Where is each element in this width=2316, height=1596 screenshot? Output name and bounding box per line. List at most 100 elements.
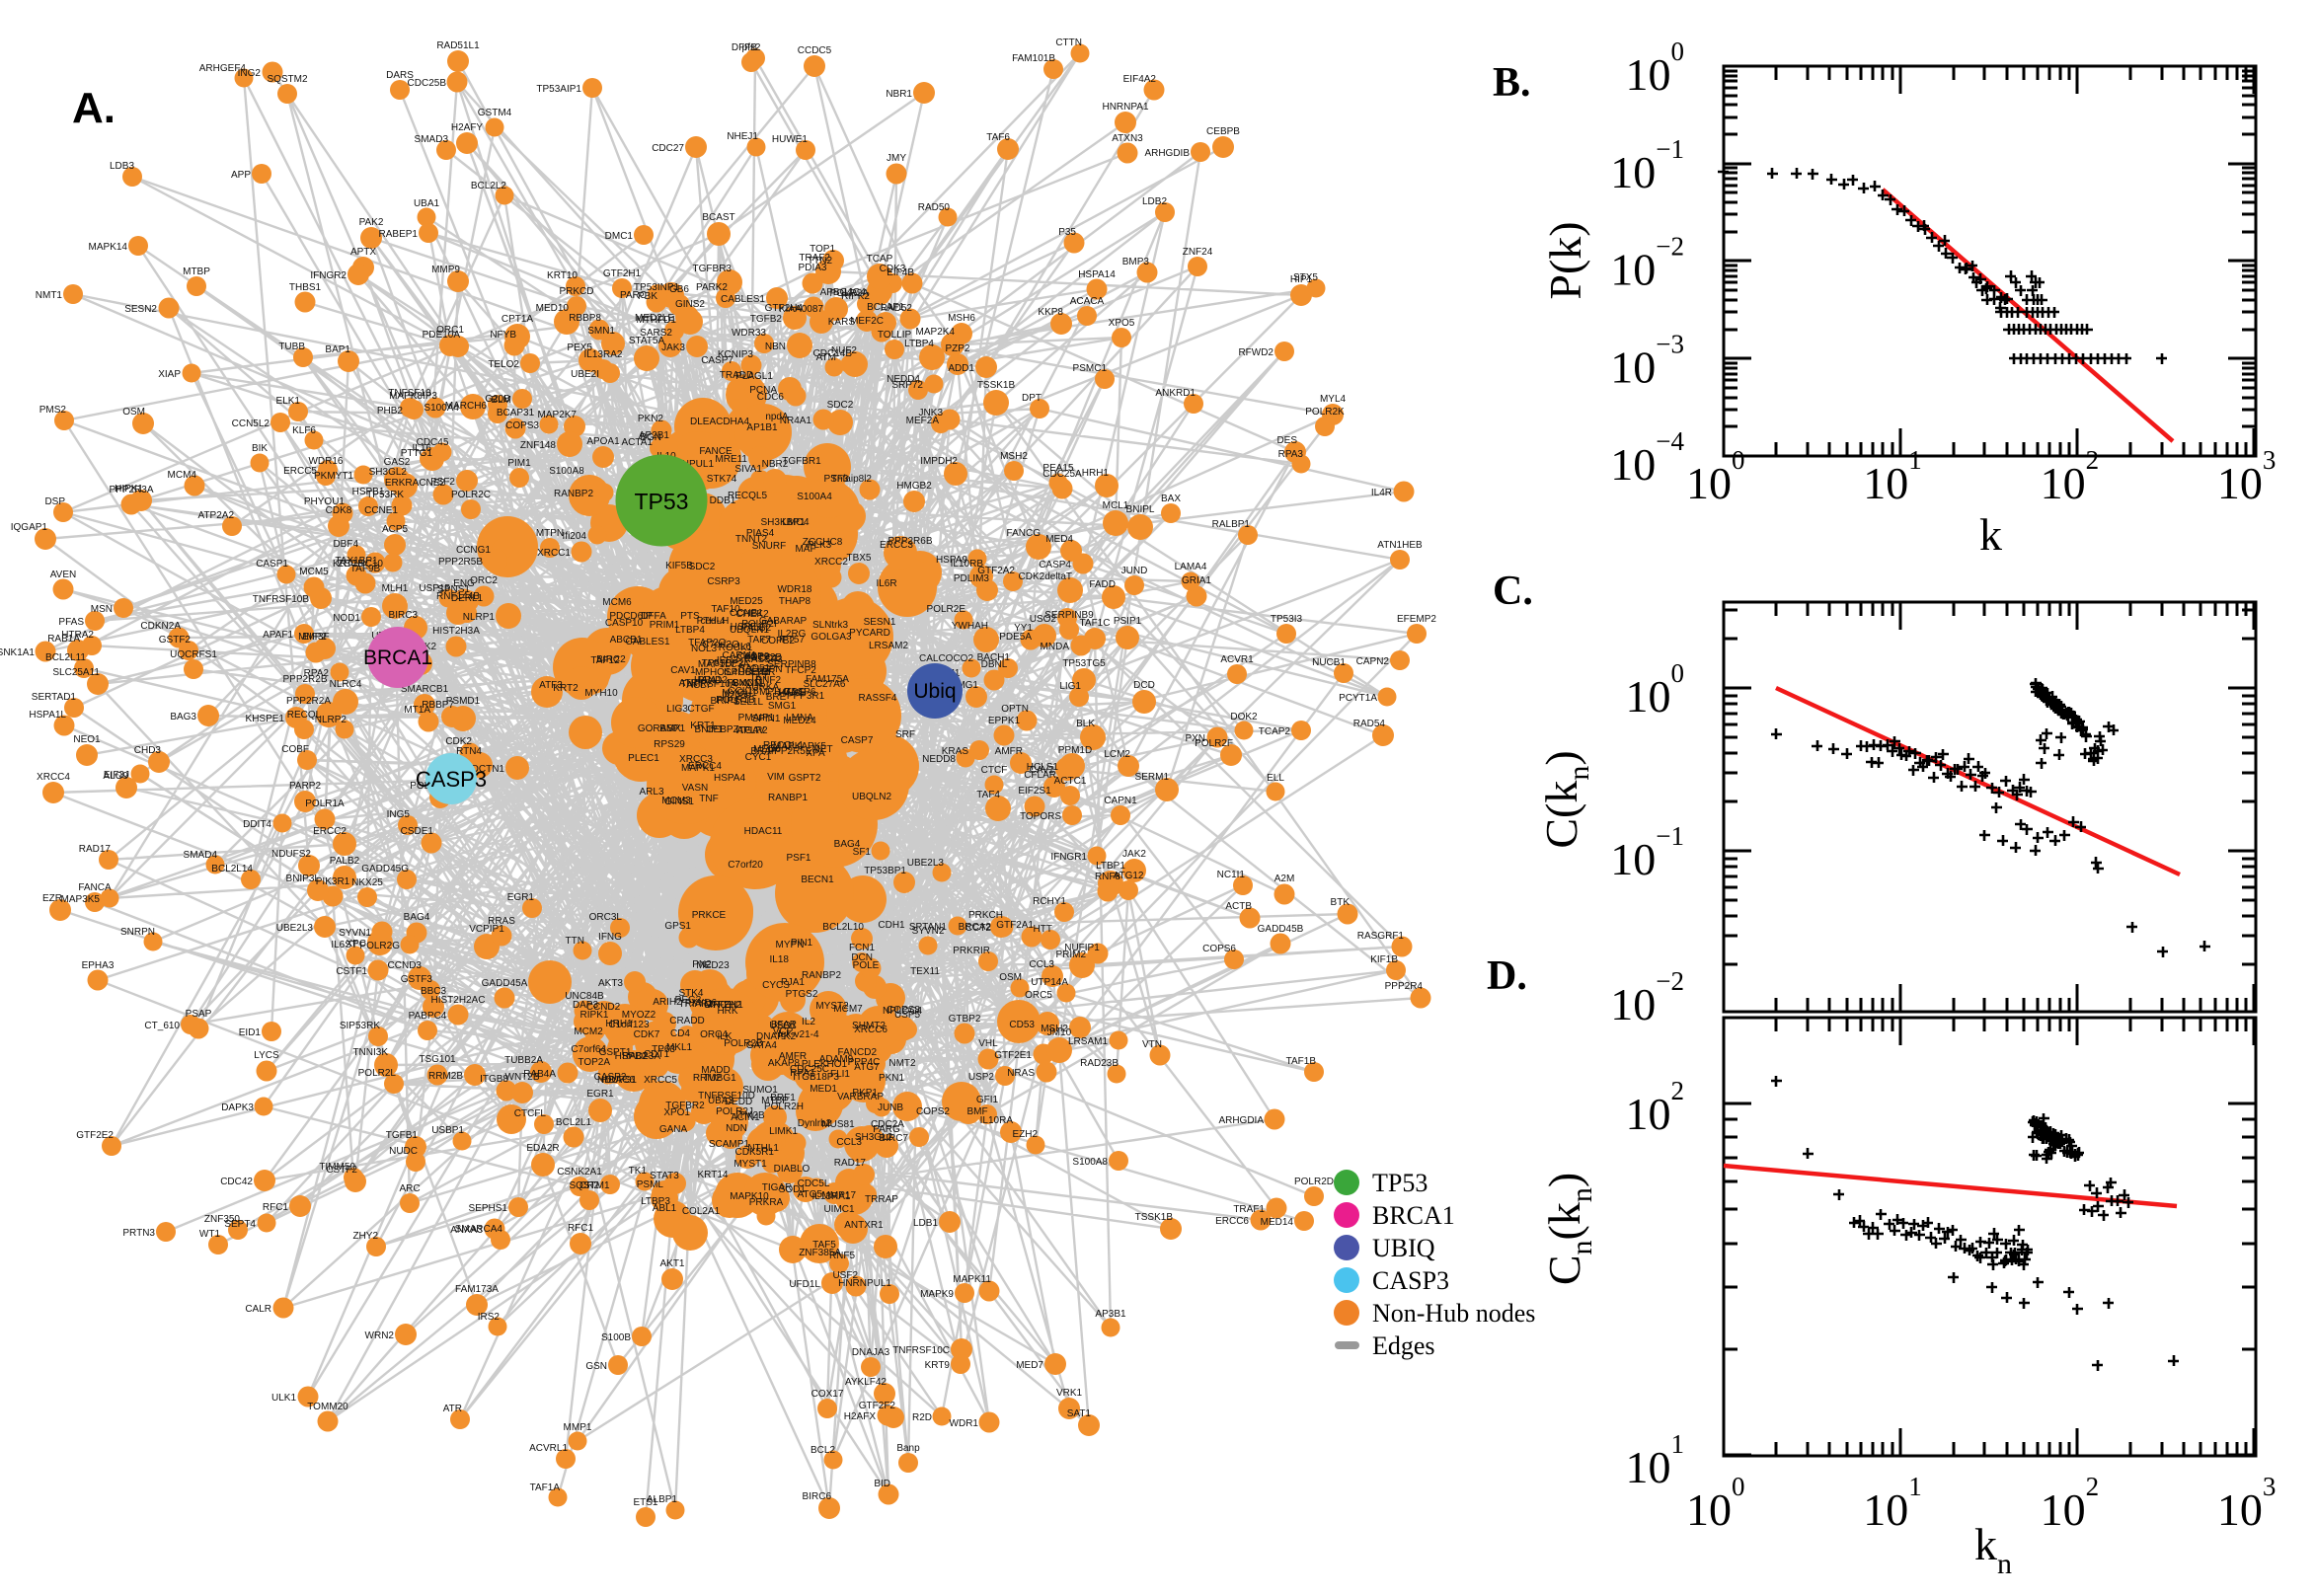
svg-text:LRSAM1: LRSAM1	[1068, 1036, 1108, 1047]
svg-text:AKT3: AKT3	[598, 978, 623, 989]
svg-text:ADAM9: ADAM9	[819, 1054, 854, 1065]
svg-text:STAT3: STAT3	[650, 1171, 679, 1181]
svg-text:ERCC6: ERCC6	[1215, 1216, 1249, 1227]
svg-text:TNFRSF10B: TNFRSF10B	[253, 594, 310, 605]
svg-text:FANCD2: FANCD2	[838, 1047, 878, 1058]
svg-text:STK4: STK4	[678, 988, 703, 999]
svg-text:MPHOSPH6: MPHOSPH6	[695, 667, 751, 678]
svg-text:MYOU1: MYOU1	[722, 688, 757, 699]
svg-text:MAP2K7: MAP2K7	[538, 410, 578, 420]
svg-text:Edges: Edges	[1372, 1331, 1435, 1360]
svg-text:ERCC4: ERCC4	[688, 761, 722, 772]
svg-text:BACH1: BACH1	[977, 652, 1011, 663]
svg-text:LCM2: LCM2	[1104, 749, 1130, 760]
svg-text:S100A8: S100A8	[549, 466, 584, 477]
svg-text:MAP1LC3A: MAP1LC3A	[698, 659, 750, 670]
svg-text:AKT1: AKT1	[659, 1258, 684, 1269]
svg-text:C1orf123: C1orf123	[608, 1020, 650, 1030]
svg-text:npdA: npdA	[765, 412, 789, 422]
svg-text:RASGRF1: RASGRF1	[1357, 931, 1405, 942]
svg-text:RAD23B: RAD23B	[1080, 1058, 1119, 1069]
svg-text:PSAP: PSAP	[186, 1009, 212, 1020]
svg-text:S100A8: S100A8	[1072, 1157, 1108, 1168]
svg-text:MCL1: MCL1	[1103, 500, 1129, 511]
svg-text:GTF2E2: GTF2E2	[76, 1130, 114, 1141]
svg-text:SYVN2: SYVN2	[912, 926, 945, 937]
svg-text:GSPT2: GSPT2	[789, 773, 821, 784]
svg-text:TAF7: TAF7	[747, 635, 771, 646]
svg-text:MED2LE: MED2LE	[635, 313, 674, 324]
svg-text:CPT1A: CPT1A	[502, 314, 534, 325]
svg-text:PPP2R5E: PPP2R5E	[767, 746, 811, 757]
svg-text:HAX1: HAX1	[778, 688, 805, 699]
svg-text:SPNS1: SPNS1	[437, 584, 470, 595]
svg-text:BAG3: BAG3	[170, 712, 196, 722]
svg-text:BIRC6: BIRC6	[803, 1491, 832, 1502]
svg-text:LAMA4: LAMA4	[1175, 562, 1207, 572]
svg-text:SIVA1: SIVA1	[734, 464, 762, 475]
svg-text:MSH6: MSH6	[948, 313, 975, 324]
svg-text:AMFR: AMFR	[995, 746, 1023, 757]
svg-text:Ubiq: Ubiq	[913, 680, 956, 703]
svg-text:CEBPZ: CEBPZ	[706, 724, 738, 735]
svg-text:SESN2: SESN2	[124, 304, 157, 315]
svg-text:JNK3: JNK3	[919, 408, 944, 418]
svg-text:CCT2: CCT2	[965, 923, 992, 934]
svg-text:ATN1HEB: ATN1HEB	[1377, 540, 1423, 551]
svg-text:MMP2: MMP2	[298, 632, 327, 643]
svg-text:NPLOC4: NPLOC4	[883, 1006, 922, 1017]
svg-text:BMF: BMF	[966, 1106, 987, 1117]
svg-text:CDC25A: CDC25A	[1042, 469, 1082, 480]
svg-text:COX17: COX17	[811, 1389, 844, 1400]
svg-text:PRKRA: PRKRA	[749, 1197, 784, 1208]
svg-text:CR2: CR2	[579, 1180, 599, 1191]
svg-text:PDE10A: PDE10A	[423, 330, 461, 341]
svg-text:PPP2R6B: PPP2R6B	[888, 536, 932, 547]
svg-text:SQSTM2: SQSTM2	[267, 74, 308, 85]
svg-text:S100A4: S100A4	[797, 492, 832, 502]
svg-text:HIST2H3A: HIST2H3A	[432, 626, 480, 637]
svg-text:PLEKHO1: PLEKHO1	[802, 1059, 848, 1070]
svg-text:WNT2B: WNT2B	[505, 1072, 540, 1083]
svg-text:KARS: KARS	[828, 317, 856, 328]
svg-text:HDAC11: HDAC11	[744, 826, 783, 837]
svg-text:PIN1: PIN1	[791, 938, 813, 949]
svg-text:PRKCE: PRKCE	[692, 910, 727, 921]
svg-text:SHMT2: SHMT2	[852, 1021, 886, 1031]
svg-text:DES: DES	[1276, 435, 1297, 446]
svg-text:RAD17: RAD17	[79, 844, 112, 855]
svg-text:SDC2: SDC2	[689, 562, 716, 572]
svg-text:MAP2K4: MAP2K4	[916, 327, 956, 338]
svg-text:NDUFS2: NDUFS2	[271, 849, 311, 860]
svg-text:AVEN: AVEN	[50, 570, 77, 580]
svg-text:C7orf2O: C7orf2O	[702, 640, 739, 650]
svg-text:NR4A1: NR4A1	[780, 416, 812, 426]
svg-text:TP53BP2: TP53BP2	[702, 658, 744, 669]
svg-text:MRE11: MRE11	[715, 454, 747, 465]
svg-text:PPP2R4: PPP2R4	[1385, 981, 1424, 992]
svg-text:MAPK9: MAPK9	[920, 1289, 954, 1300]
svg-text:STAT5A: STAT5A	[629, 336, 665, 346]
svg-text:DAP3: DAP3	[573, 1000, 599, 1011]
svg-text:USP5: USP5	[894, 1010, 921, 1021]
svg-text:EIF3J: EIF3J	[104, 770, 129, 781]
svg-text:BGN: BGN	[640, 432, 661, 443]
svg-text:IRS2: IRS2	[478, 1312, 501, 1323]
svg-text:RIPK2: RIPK2	[841, 291, 870, 302]
svg-text:CASP2: CASP2	[594, 1072, 627, 1083]
svg-text:MAPK8IP3: MAPK8IP3	[389, 391, 437, 402]
svg-text:EGR1: EGR1	[507, 892, 535, 903]
svg-text:RRM2B: RRM2B	[428, 1071, 463, 1082]
svg-text:IL16: IL16	[413, 443, 432, 454]
svg-text:ARL3: ARL3	[639, 787, 663, 798]
svg-text:LDB3: LDB3	[110, 161, 134, 172]
svg-text:VCP: VCP	[773, 1026, 794, 1037]
svg-text:SLC25A11: SLC25A11	[52, 667, 100, 678]
svg-text:RECQL4: RECQL4	[763, 740, 803, 751]
svg-text:IFT57: IFT57	[779, 635, 806, 646]
svg-text:APP: APP	[231, 170, 251, 181]
svg-text:PKP1: PKP1	[852, 1088, 878, 1099]
svg-text:MLH1: MLH1	[382, 583, 409, 594]
svg-text:XPO5: XPO5	[1109, 318, 1135, 329]
svg-text:GRIA1: GRIA1	[1182, 575, 1211, 586]
